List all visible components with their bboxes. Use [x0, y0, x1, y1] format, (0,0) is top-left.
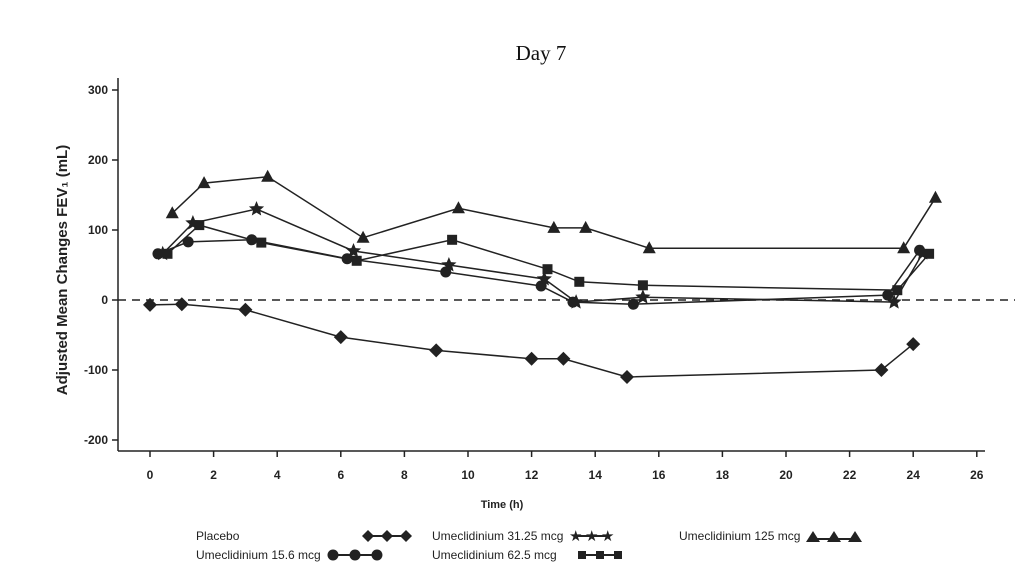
data-point-diamond: [238, 302, 253, 317]
data-point-square: [194, 220, 205, 231]
data-point-square: [542, 264, 553, 275]
data-point-star: [568, 294, 584, 309]
data-point-triangle: [261, 169, 275, 182]
data-point-square: [256, 237, 267, 248]
data-point-star: [345, 243, 362, 258]
x-tick-label: 0: [147, 468, 154, 482]
data-point-star: [248, 201, 265, 216]
data-point-triangle: [197, 176, 211, 189]
x-tick-label: 8: [401, 468, 408, 482]
diamond-marker-icon: [362, 530, 412, 542]
data-point-diamond: [556, 351, 571, 366]
legend-label: Umeclidinium 31.25 mcg: [432, 529, 564, 543]
data-point-triangle: [897, 241, 911, 254]
data-point-square: [162, 248, 173, 259]
y-tick-label: 100: [88, 223, 108, 237]
x-tick-label: 20: [779, 468, 793, 482]
data-point-circle: [882, 289, 894, 301]
x-tick-label: 16: [652, 468, 666, 482]
svg-text:★: ★: [585, 529, 598, 543]
data-point-diamond: [333, 330, 348, 345]
x-tick-label: 6: [337, 468, 344, 482]
data-point-star: [635, 289, 651, 304]
x-tick-label: 14: [589, 468, 603, 482]
data-point-diamond: [620, 370, 634, 384]
series-line: [171, 176, 937, 249]
x-tick-label: 26: [970, 468, 984, 482]
data-point-square: [892, 285, 903, 296]
data-point-triangle: [165, 206, 179, 219]
y-tick-label: -200: [84, 433, 108, 447]
x-tick-label: 18: [716, 468, 730, 482]
legend-label: Umeclidinium 125 mcg: [679, 529, 801, 543]
series-line: [157, 239, 921, 305]
data-point-diamond: [143, 297, 157, 312]
series-line: [162, 208, 924, 303]
data-point-triangle: [928, 190, 942, 203]
data-point-circle: [627, 298, 639, 310]
triangle-marker-icon: [806, 531, 863, 542]
data-point-triangle: [579, 220, 593, 233]
data-point-triangle: [642, 241, 656, 254]
data-point-square: [574, 276, 585, 287]
series-line: [149, 303, 914, 378]
legend-item-31-25: Umeclidinium 31.25 mcg ★ ★ ★: [432, 529, 615, 543]
data-point-square: [351, 255, 362, 266]
chart-title: Day 7: [516, 41, 567, 65]
legend-item-15-6: Umeclidinium 15.6 mcg: [196, 548, 383, 562]
legend-item-125: Umeclidinium 125 mcg: [679, 529, 863, 543]
series-circle: [152, 234, 926, 310]
x-tick-label: 2: [210, 468, 217, 482]
x-tick-label: 4: [274, 468, 281, 482]
square-marker-icon: [578, 551, 622, 559]
x-tick-label: 10: [461, 468, 475, 482]
series-square: [162, 220, 935, 296]
legend-label: Umeclidinium 15.6 mcg: [196, 548, 321, 562]
legend-item-62-5: Umeclidinium 62.5 mcg: [432, 548, 624, 562]
svg-text:★: ★: [601, 529, 614, 543]
series-group: [143, 169, 942, 384]
data-point-circle: [182, 236, 194, 248]
star-marker-icon: ★ ★ ★: [569, 529, 614, 543]
data-point-star: [536, 271, 552, 286]
data-point-diamond: [174, 297, 189, 312]
data-point-square: [447, 234, 458, 245]
y-tick-label: -100: [84, 363, 108, 377]
legend-label: Umeclidinium 62.5 mcg: [432, 548, 557, 562]
series-triangle: [165, 169, 942, 254]
series-diamond: [143, 297, 921, 384]
x-tick-label: 22: [843, 468, 857, 482]
data-point-circle: [535, 280, 547, 292]
y-tick-label: 0: [101, 293, 108, 307]
y-tick-label: 200: [88, 153, 108, 167]
x-tick-label: 12: [525, 468, 539, 482]
data-point-diamond: [429, 343, 444, 358]
data-point-triangle: [451, 201, 465, 214]
data-point-star: [441, 257, 457, 272]
data-point-diamond: [874, 363, 889, 377]
series-line: [166, 224, 930, 291]
data-point-star: [886, 294, 902, 309]
circle-marker-icon: [327, 549, 383, 561]
data-point-triangle: [356, 230, 370, 243]
x-axis-label: Time (h): [481, 499, 524, 511]
svg-text:★: ★: [569, 529, 582, 543]
data-point-triangle: [547, 220, 561, 233]
data-point-square: [924, 248, 935, 259]
data-point-diamond: [524, 351, 539, 366]
data-point-circle: [440, 266, 452, 278]
y-tick-label: 300: [88, 83, 108, 97]
y-axis-label: Adjusted Mean Changes FEV₁ (mL): [54, 145, 71, 395]
data-point-diamond: [906, 337, 921, 352]
legend-label: Placebo: [196, 529, 240, 543]
series-star: [155, 201, 931, 309]
legend-item-placebo: Placebo: [196, 529, 412, 543]
x-tick-label: 24: [907, 468, 921, 482]
data-point-square: [637, 280, 648, 291]
